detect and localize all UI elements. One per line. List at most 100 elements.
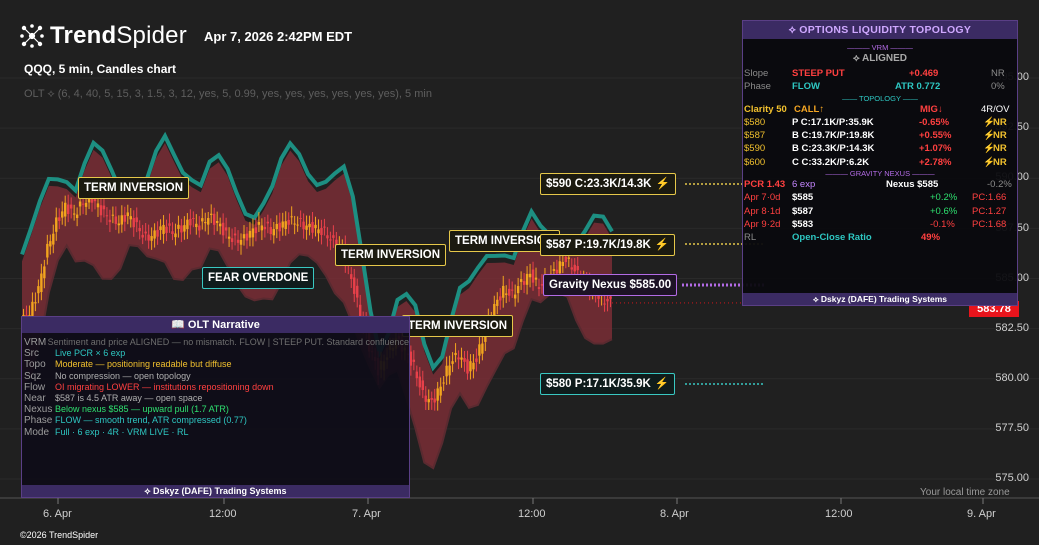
candle-body[interactable] bbox=[525, 273, 529, 285]
candle-body[interactable] bbox=[198, 225, 201, 231]
level-label-590[interactable]: $590 C:23.3K/14.3K ⚡ bbox=[540, 173, 676, 195]
candle-body[interactable] bbox=[156, 229, 159, 237]
candle-body[interactable] bbox=[141, 234, 144, 238]
candle-body[interactable] bbox=[475, 358, 478, 362]
candle-body[interactable] bbox=[61, 211, 64, 218]
candle-body[interactable] bbox=[528, 273, 532, 278]
candle-body[interactable] bbox=[84, 202, 88, 207]
candle-body[interactable] bbox=[436, 388, 439, 401]
candle-body[interactable] bbox=[430, 398, 433, 400]
candle-body[interactable] bbox=[230, 238, 234, 242]
candle-body[interactable] bbox=[457, 357, 460, 360]
candle-body[interactable] bbox=[165, 226, 168, 233]
candle-body[interactable] bbox=[466, 359, 469, 374]
candle-body[interactable] bbox=[519, 279, 523, 282]
candle-body[interactable] bbox=[233, 233, 237, 236]
candle-body[interactable] bbox=[55, 217, 58, 232]
indicator-legend[interactable]: OLT ⟡ (6, 4, 40, 5, 15, 3, 1.5, 3, 12, y… bbox=[24, 88, 432, 100]
candle-body[interactable] bbox=[227, 236, 231, 239]
candle-body[interactable] bbox=[534, 277, 538, 280]
candle-body[interactable] bbox=[314, 224, 317, 229]
candle-body[interactable] bbox=[561, 261, 565, 267]
candle-body[interactable] bbox=[433, 398, 436, 403]
candle-body[interactable] bbox=[257, 222, 261, 225]
candle-body[interactable] bbox=[424, 395, 427, 402]
candle-body[interactable] bbox=[147, 234, 150, 241]
candle-body[interactable] bbox=[415, 371, 419, 379]
candle-body[interactable] bbox=[132, 218, 135, 228]
candle-body[interactable] bbox=[606, 298, 609, 302]
candle-body[interactable] bbox=[323, 226, 326, 228]
candle-body[interactable] bbox=[159, 226, 162, 231]
candle-body[interactable] bbox=[502, 285, 505, 298]
candle-body[interactable] bbox=[168, 223, 171, 226]
candle-body[interactable] bbox=[499, 296, 502, 301]
candle-body[interactable] bbox=[573, 264, 576, 272]
candle-body[interactable] bbox=[296, 224, 299, 226]
candle-body[interactable] bbox=[242, 234, 246, 239]
candle-body[interactable] bbox=[260, 225, 264, 231]
candle-body[interactable] bbox=[409, 351, 413, 366]
candle-body[interactable] bbox=[558, 261, 562, 274]
candle-body[interactable] bbox=[418, 376, 422, 388]
candle-body[interactable] bbox=[454, 352, 457, 356]
candle-body[interactable] bbox=[540, 284, 544, 286]
level-label-587[interactable]: $587 P:19.7K/19.8K ⚡ bbox=[540, 234, 676, 256]
candle-body[interactable] bbox=[269, 227, 273, 235]
candle-body[interactable] bbox=[478, 344, 481, 356]
candle-body[interactable] bbox=[69, 204, 73, 209]
candle-body[interactable] bbox=[186, 219, 189, 230]
candle-body[interactable] bbox=[576, 266, 579, 271]
candle-body[interactable] bbox=[78, 201, 82, 207]
candle-body[interactable] bbox=[463, 358, 466, 362]
candle-body[interactable] bbox=[567, 257, 570, 259]
candle-body[interactable] bbox=[239, 239, 243, 245]
candle-body[interactable] bbox=[531, 269, 535, 283]
candle-body[interactable] bbox=[421, 380, 424, 391]
candle-body[interactable] bbox=[81, 203, 85, 205]
candle-body[interactable] bbox=[353, 277, 356, 294]
candle-body[interactable] bbox=[263, 226, 267, 230]
candle-body[interactable] bbox=[93, 198, 97, 202]
symbol-title[interactable]: QQQ, 5 min, Candles chart bbox=[24, 62, 177, 76]
candle-body[interactable] bbox=[49, 241, 52, 247]
candle-body[interactable] bbox=[513, 294, 517, 299]
candle-body[interactable] bbox=[105, 215, 109, 217]
candle-body[interactable] bbox=[317, 229, 320, 234]
candle-body[interactable] bbox=[183, 225, 186, 232]
candle-body[interactable] bbox=[284, 221, 287, 230]
candle-body[interactable] bbox=[427, 399, 430, 403]
candle-body[interactable] bbox=[287, 219, 290, 225]
candle-body[interactable] bbox=[43, 266, 46, 279]
candle-body[interactable] bbox=[201, 218, 204, 222]
candle-body[interactable] bbox=[180, 225, 183, 233]
candle-body[interactable] bbox=[245, 233, 249, 241]
candle-body[interactable] bbox=[221, 222, 225, 236]
candle-body[interactable] bbox=[496, 299, 499, 306]
gravity-nexus-label[interactable]: Gravity Nexus $585.00 bbox=[543, 274, 678, 296]
candle-body[interactable] bbox=[75, 214, 79, 218]
candle-body[interactable] bbox=[356, 285, 359, 298]
candle-body[interactable] bbox=[171, 231, 174, 235]
candle-body[interactable] bbox=[46, 243, 49, 258]
candle-body[interactable] bbox=[564, 256, 568, 263]
candle-body[interactable] bbox=[135, 217, 138, 223]
candle-body[interactable] bbox=[332, 235, 335, 238]
candle-body[interactable] bbox=[320, 227, 323, 235]
candle-body[interactable] bbox=[218, 223, 222, 227]
candle-body[interactable] bbox=[195, 223, 198, 228]
candle-body[interactable] bbox=[34, 302, 37, 304]
candle-body[interactable] bbox=[603, 303, 606, 305]
candle-body[interactable] bbox=[609, 296, 612, 299]
candle-body[interactable] bbox=[96, 203, 100, 208]
candle-body[interactable] bbox=[516, 286, 520, 294]
candle-body[interactable] bbox=[251, 228, 255, 238]
candle-body[interactable] bbox=[522, 281, 526, 285]
candle-body[interactable] bbox=[120, 215, 124, 225]
candle-body[interactable] bbox=[278, 222, 281, 232]
candle-body[interactable] bbox=[510, 289, 514, 291]
candle-body[interactable] bbox=[350, 274, 353, 280]
candle-body[interactable] bbox=[99, 205, 103, 216]
candle-body[interactable] bbox=[144, 231, 147, 234]
candle-body[interactable] bbox=[439, 386, 442, 396]
